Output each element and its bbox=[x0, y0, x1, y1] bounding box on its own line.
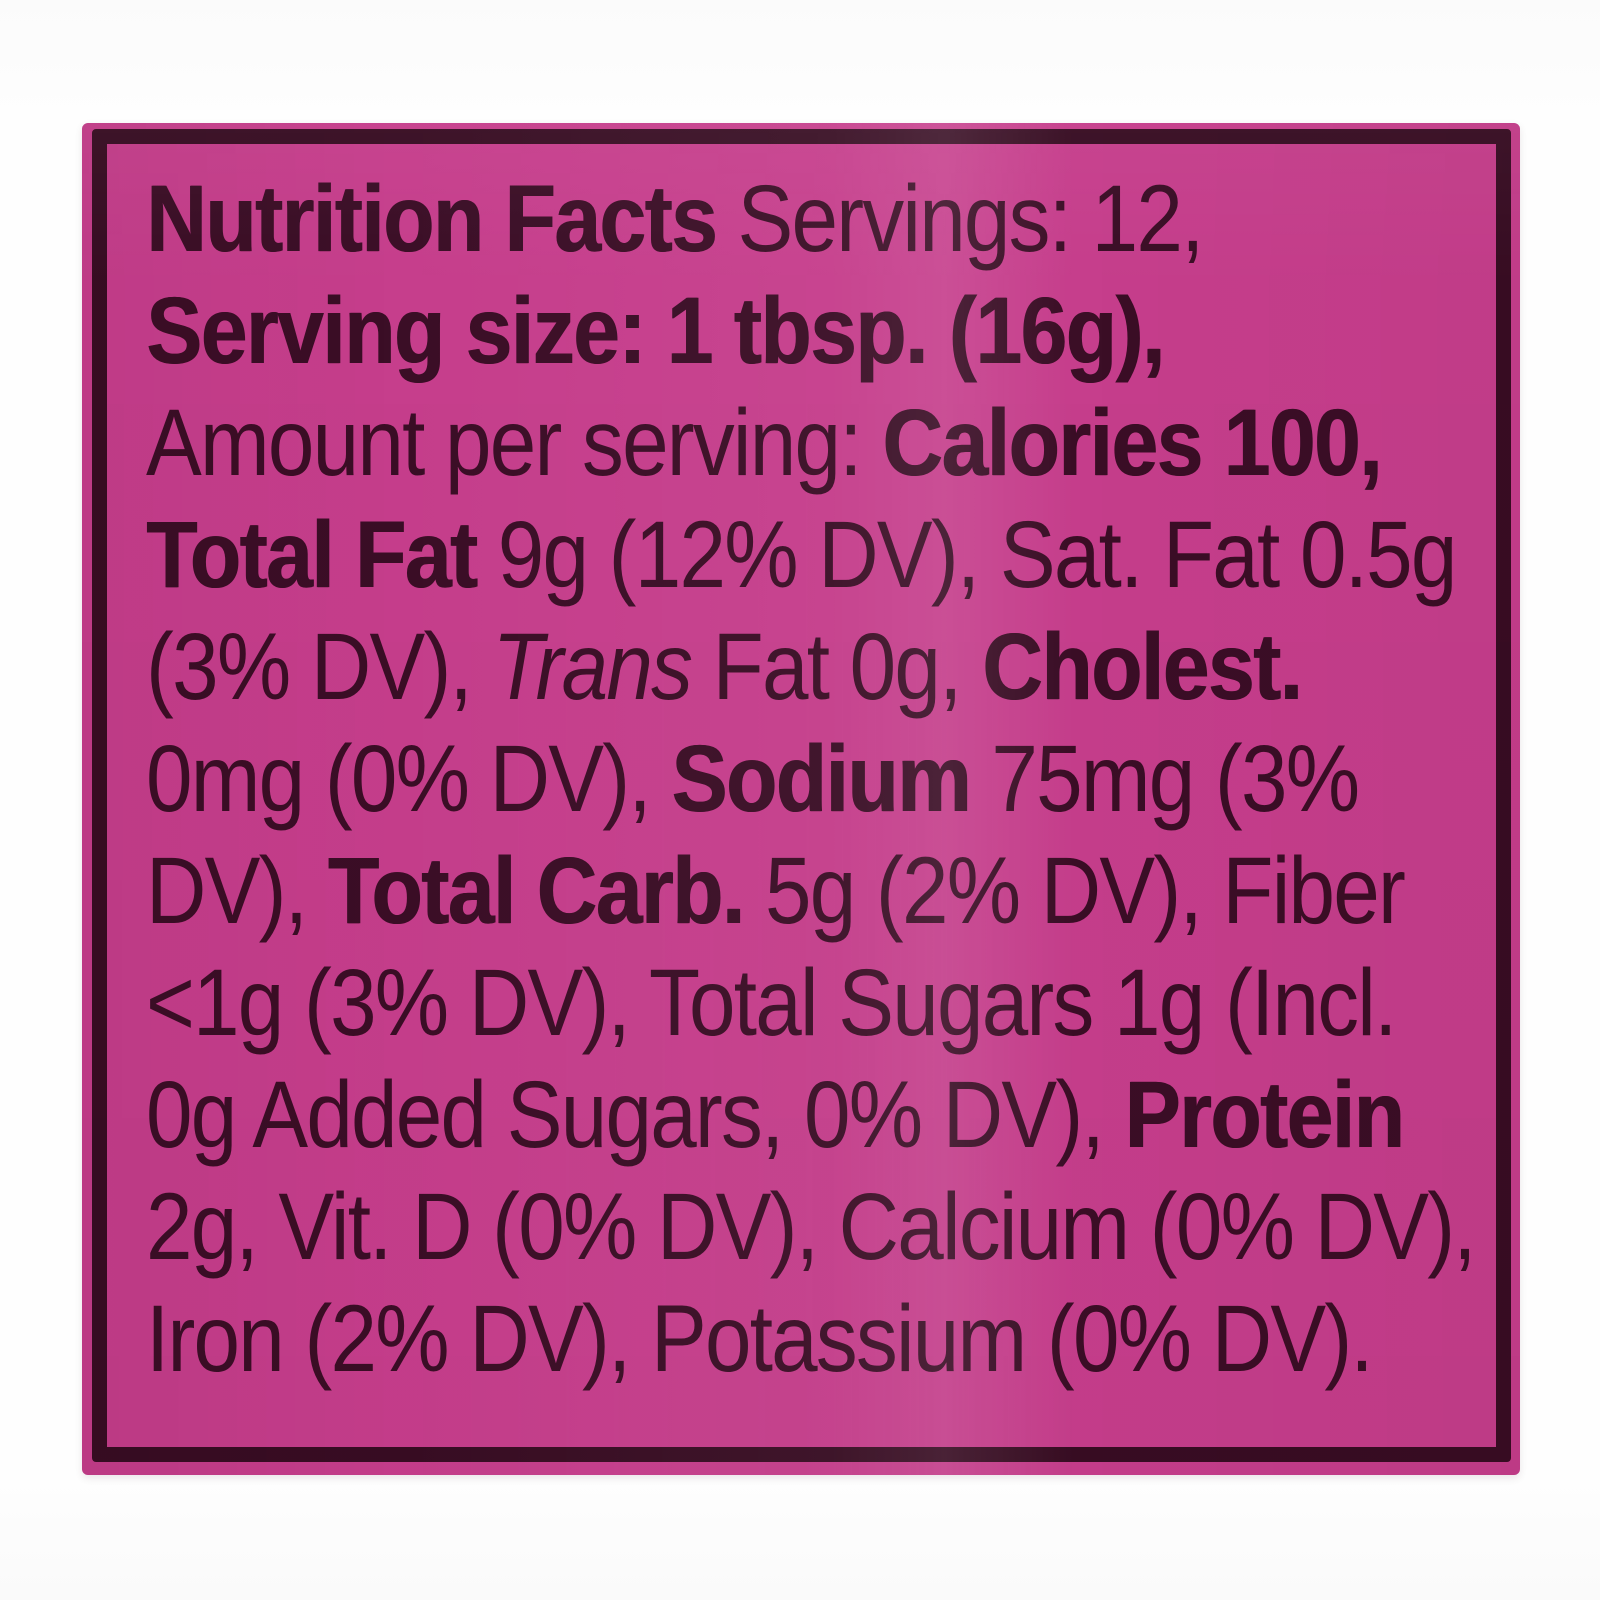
nutrition-line: 0g Added Sugars, 0% DV), Protein bbox=[146, 1059, 1554, 1171]
nutrition-line: (3% DV), Trans Fat 0g, Cholest. bbox=[146, 611, 1554, 723]
text-segment: Sodium bbox=[671, 726, 971, 832]
nutrition-line: 0mg (0% DV), Sodium 75mg (3% bbox=[146, 723, 1554, 835]
text-segment: Cholest. bbox=[982, 614, 1303, 720]
nutrition-line: Nutrition Facts Servings: 12, bbox=[146, 163, 1554, 275]
nutrition-line: Iron (2% DV), Potassium (0% DV). bbox=[146, 1283, 1554, 1395]
nutrition-facts-text: Nutrition Facts Servings: 12, Serving siz… bbox=[146, 163, 1554, 1395]
nutrition-line: Total Fat 9g (12% DV), Sat. Fat 0.5g bbox=[146, 499, 1554, 611]
text-segment: <1g (3% DV), Total Sugars 1g (Incl. bbox=[146, 950, 1397, 1056]
text-segment: 5g (2% DV), Fiber bbox=[743, 838, 1406, 944]
text-segment: Amount per serving: bbox=[146, 390, 883, 496]
text-segment: Calories 100, bbox=[882, 390, 1382, 496]
text-segment: 2g, Vit. D (0% DV), Calcium (0% DV), bbox=[146, 1174, 1477, 1280]
label-border bbox=[92, 129, 1511, 1462]
text-segment: (3% DV), bbox=[146, 614, 493, 720]
text-segment: Iron (2% DV), Potassium (0% DV). bbox=[146, 1286, 1374, 1392]
nutrition-line: <1g (3% DV), Total Sugars 1g (Incl. bbox=[146, 947, 1554, 1059]
nutrition-line: 2g, Vit. D (0% DV), Calcium (0% DV), bbox=[146, 1171, 1554, 1283]
nutrition-line: Amount per serving: Calories 100, bbox=[146, 387, 1554, 499]
text-segment: Fat 0g, bbox=[691, 614, 983, 720]
text-segment: Serving size: 1 tbsp. (16g), bbox=[146, 278, 1165, 384]
text-segment: Servings: 12, bbox=[716, 166, 1205, 272]
text-segment: Total Fat bbox=[146, 502, 478, 608]
nutrition-line: Serving size: 1 tbsp. (16g), bbox=[146, 275, 1554, 387]
text-segment: 0mg (0% DV), bbox=[146, 726, 672, 832]
text-segment: Protein bbox=[1124, 1062, 1404, 1168]
text-segment: 75mg (3% bbox=[969, 726, 1360, 832]
text-segment: Nutrition Facts bbox=[146, 166, 717, 272]
text-segment: Total Carb. bbox=[327, 838, 745, 944]
text-segment: 0g Added Sugars, 0% DV), bbox=[146, 1062, 1125, 1168]
text-segment: 9g (12% DV), Sat. Fat 0.5g bbox=[476, 502, 1458, 608]
nutrition-line: DV), Total Carb. 5g (2% DV), Fiber bbox=[146, 835, 1554, 947]
text-segment: Trans bbox=[492, 614, 692, 720]
text-segment: DV), bbox=[146, 838, 328, 944]
nutrition-facts-label: Nutrition Facts Servings: 12, Serving siz… bbox=[82, 123, 1520, 1475]
